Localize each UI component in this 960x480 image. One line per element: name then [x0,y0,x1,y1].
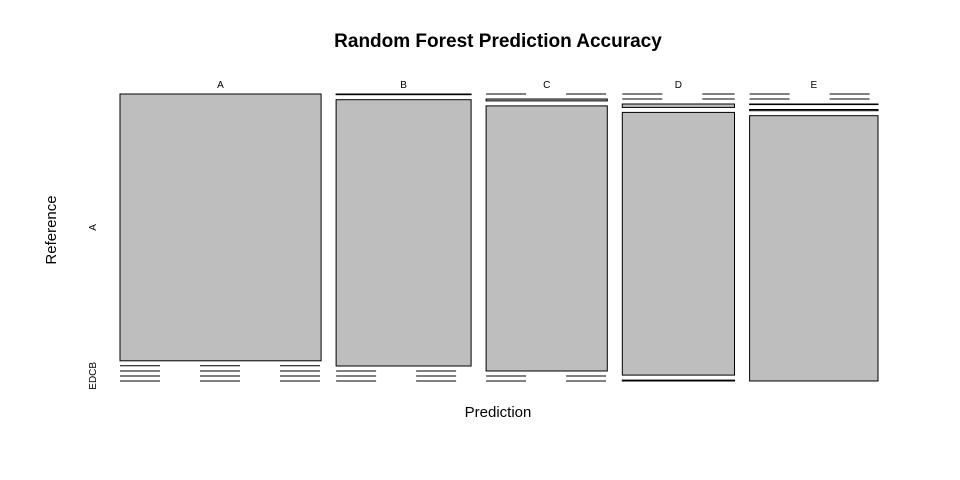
tile-D-C [621,103,735,108]
tile-E-E [749,115,879,382]
tile-D-E [621,379,735,382]
y-tick-labels: A EDCB [88,224,99,390]
tile-E-C [749,103,879,106]
x-tick-D: D [675,80,682,91]
tile-D-D [621,111,735,376]
x-tick-C: C [543,80,550,91]
mosaic-tiles [119,93,879,382]
x-tick-labels: A B C D E [217,80,817,91]
y-tick-EDCB: EDCB [88,362,99,390]
tile-C-B [485,98,608,102]
tile-E-D [749,109,879,112]
tile-B-B [335,99,472,367]
x-tick-B: B [400,80,407,91]
x-tick-A: A [217,80,224,91]
tile-A-A [119,93,322,362]
tile-B-A [335,93,472,96]
chart-title: Random Forest Prediction Accuracy [334,31,662,52]
x-axis-label: Prediction [465,404,532,421]
x-tick-E: E [810,80,817,91]
tile-C-C [485,105,608,372]
y-axis-label: Reference [43,195,60,264]
y-tick-A: A [88,224,99,231]
